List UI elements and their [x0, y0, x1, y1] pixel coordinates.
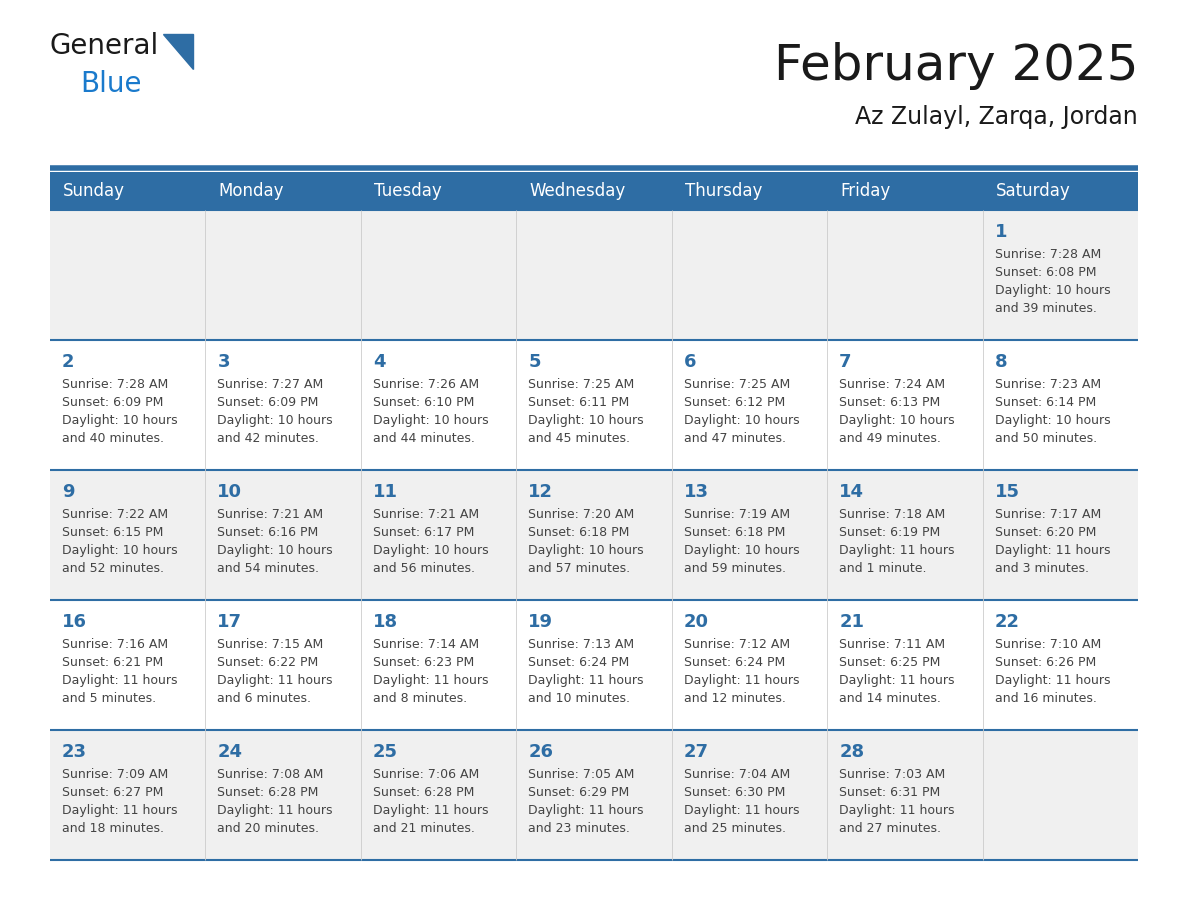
Text: 10: 10 [217, 483, 242, 501]
Text: 12: 12 [529, 483, 554, 501]
Text: Friday: Friday [840, 182, 890, 200]
Text: 5: 5 [529, 353, 541, 371]
Bar [517, 172, 671, 210]
Text: Sunrise: 7:08 AM
Sunset: 6:28 PM
Daylight: 11 hours
and 20 minutes.: Sunrise: 7:08 AM Sunset: 6:28 PM Dayligh… [217, 768, 333, 835]
Text: Sunrise: 7:20 AM
Sunset: 6:18 PM
Daylight: 10 hours
and 57 minutes.: Sunrise: 7:20 AM Sunset: 6:18 PM Dayligh… [529, 508, 644, 575]
Text: 17: 17 [217, 613, 242, 631]
Text: 13: 13 [684, 483, 709, 501]
Text: Sunrise: 7:06 AM
Sunset: 6:28 PM
Daylight: 11 hours
and 21 minutes.: Sunrise: 7:06 AM Sunset: 6:28 PM Dayligh… [373, 768, 488, 835]
Text: Sunrise: 7:18 AM
Sunset: 6:19 PM
Daylight: 11 hours
and 1 minute.: Sunrise: 7:18 AM Sunset: 6:19 PM Dayligh… [839, 508, 955, 575]
Bar [50, 470, 1138, 600]
Text: 3: 3 [217, 353, 230, 371]
Text: February 2025: February 2025 [773, 42, 1138, 90]
Text: Sunrise: 7:28 AM
Sunset: 6:09 PM
Daylight: 10 hours
and 40 minutes.: Sunrise: 7:28 AM Sunset: 6:09 PM Dayligh… [62, 378, 178, 445]
Text: 4: 4 [373, 353, 385, 371]
Text: Sunrise: 7:17 AM
Sunset: 6:20 PM
Daylight: 11 hours
and 3 minutes.: Sunrise: 7:17 AM Sunset: 6:20 PM Dayligh… [994, 508, 1110, 575]
Text: General: General [50, 32, 159, 60]
Text: Sunrise: 7:25 AM
Sunset: 6:12 PM
Daylight: 10 hours
and 47 minutes.: Sunrise: 7:25 AM Sunset: 6:12 PM Dayligh… [684, 378, 800, 445]
Text: Sunrise: 7:15 AM
Sunset: 6:22 PM
Daylight: 11 hours
and 6 minutes.: Sunrise: 7:15 AM Sunset: 6:22 PM Dayligh… [217, 638, 333, 705]
Text: Sunrise: 7:14 AM
Sunset: 6:23 PM
Daylight: 11 hours
and 8 minutes.: Sunrise: 7:14 AM Sunset: 6:23 PM Dayligh… [373, 638, 488, 705]
Text: Sunrise: 7:16 AM
Sunset: 6:21 PM
Daylight: 11 hours
and 5 minutes.: Sunrise: 7:16 AM Sunset: 6:21 PM Dayligh… [62, 638, 177, 705]
Text: 20: 20 [684, 613, 709, 631]
Text: Sunrise: 7:09 AM
Sunset: 6:27 PM
Daylight: 11 hours
and 18 minutes.: Sunrise: 7:09 AM Sunset: 6:27 PM Dayligh… [62, 768, 177, 835]
Text: 6: 6 [684, 353, 696, 371]
Text: Sunrise: 7:27 AM
Sunset: 6:09 PM
Daylight: 10 hours
and 42 minutes.: Sunrise: 7:27 AM Sunset: 6:09 PM Dayligh… [217, 378, 333, 445]
Text: 2: 2 [62, 353, 75, 371]
Text: Sunrise: 7:11 AM
Sunset: 6:25 PM
Daylight: 11 hours
and 14 minutes.: Sunrise: 7:11 AM Sunset: 6:25 PM Dayligh… [839, 638, 955, 705]
Text: Sunrise: 7:25 AM
Sunset: 6:11 PM
Daylight: 10 hours
and 45 minutes.: Sunrise: 7:25 AM Sunset: 6:11 PM Dayligh… [529, 378, 644, 445]
Text: Sunrise: 7:12 AM
Sunset: 6:24 PM
Daylight: 11 hours
and 12 minutes.: Sunrise: 7:12 AM Sunset: 6:24 PM Dayligh… [684, 638, 800, 705]
Bar [50, 172, 206, 210]
Text: Az Zulayl, Zarqa, Jordan: Az Zulayl, Zarqa, Jordan [855, 105, 1138, 129]
Text: 7: 7 [839, 353, 852, 371]
Text: Sunrise: 7:10 AM
Sunset: 6:26 PM
Daylight: 11 hours
and 16 minutes.: Sunrise: 7:10 AM Sunset: 6:26 PM Dayligh… [994, 638, 1110, 705]
Bar [50, 210, 1138, 340]
Text: 25: 25 [373, 743, 398, 761]
Text: Sunrise: 7:19 AM
Sunset: 6:18 PM
Daylight: 10 hours
and 59 minutes.: Sunrise: 7:19 AM Sunset: 6:18 PM Dayligh… [684, 508, 800, 575]
Text: Sunrise: 7:21 AM
Sunset: 6:17 PM
Daylight: 10 hours
and 56 minutes.: Sunrise: 7:21 AM Sunset: 6:17 PM Dayligh… [373, 508, 488, 575]
Text: 8: 8 [994, 353, 1007, 371]
Text: Monday: Monday [219, 182, 284, 200]
Text: 19: 19 [529, 613, 554, 631]
Text: Sunrise: 7:23 AM
Sunset: 6:14 PM
Daylight: 10 hours
and 50 minutes.: Sunrise: 7:23 AM Sunset: 6:14 PM Dayligh… [994, 378, 1111, 445]
Text: Thursday: Thursday [684, 182, 762, 200]
Text: 28: 28 [839, 743, 864, 761]
Text: 23: 23 [62, 743, 87, 761]
Text: Wednesday: Wednesday [530, 182, 626, 200]
Text: Sunrise: 7:03 AM
Sunset: 6:31 PM
Daylight: 11 hours
and 27 minutes.: Sunrise: 7:03 AM Sunset: 6:31 PM Dayligh… [839, 768, 955, 835]
Bar [50, 600, 1138, 730]
Text: 24: 24 [217, 743, 242, 761]
Text: Sunrise: 7:13 AM
Sunset: 6:24 PM
Daylight: 11 hours
and 10 minutes.: Sunrise: 7:13 AM Sunset: 6:24 PM Dayligh… [529, 638, 644, 705]
Text: 22: 22 [994, 613, 1019, 631]
Bar [361, 172, 517, 210]
Text: Blue: Blue [80, 70, 141, 98]
Text: 18: 18 [373, 613, 398, 631]
Text: 26: 26 [529, 743, 554, 761]
Text: 1: 1 [994, 223, 1007, 241]
Text: Tuesday: Tuesday [374, 182, 442, 200]
Text: 27: 27 [684, 743, 709, 761]
Bar [827, 172, 982, 210]
Polygon shape [163, 34, 192, 69]
Text: 14: 14 [839, 483, 864, 501]
Text: Sunrise: 7:05 AM
Sunset: 6:29 PM
Daylight: 11 hours
and 23 minutes.: Sunrise: 7:05 AM Sunset: 6:29 PM Dayligh… [529, 768, 644, 835]
Text: 11: 11 [373, 483, 398, 501]
Text: Sunrise: 7:28 AM
Sunset: 6:08 PM
Daylight: 10 hours
and 39 minutes.: Sunrise: 7:28 AM Sunset: 6:08 PM Dayligh… [994, 248, 1111, 315]
Text: 15: 15 [994, 483, 1019, 501]
Text: 9: 9 [62, 483, 75, 501]
Bar [50, 340, 1138, 470]
Text: Sunday: Sunday [63, 182, 125, 200]
Text: 21: 21 [839, 613, 864, 631]
Bar [50, 730, 1138, 860]
Text: 16: 16 [62, 613, 87, 631]
Text: Sunrise: 7:24 AM
Sunset: 6:13 PM
Daylight: 10 hours
and 49 minutes.: Sunrise: 7:24 AM Sunset: 6:13 PM Dayligh… [839, 378, 955, 445]
Bar [206, 172, 361, 210]
Bar [671, 172, 827, 210]
Text: Saturday: Saturday [996, 182, 1070, 200]
Text: Sunrise: 7:21 AM
Sunset: 6:16 PM
Daylight: 10 hours
and 54 minutes.: Sunrise: 7:21 AM Sunset: 6:16 PM Dayligh… [217, 508, 333, 575]
Text: Sunrise: 7:26 AM
Sunset: 6:10 PM
Daylight: 10 hours
and 44 minutes.: Sunrise: 7:26 AM Sunset: 6:10 PM Dayligh… [373, 378, 488, 445]
Bar [982, 172, 1138, 210]
Text: Sunrise: 7:22 AM
Sunset: 6:15 PM
Daylight: 10 hours
and 52 minutes.: Sunrise: 7:22 AM Sunset: 6:15 PM Dayligh… [62, 508, 178, 575]
Text: Sunrise: 7:04 AM
Sunset: 6:30 PM
Daylight: 11 hours
and 25 minutes.: Sunrise: 7:04 AM Sunset: 6:30 PM Dayligh… [684, 768, 800, 835]
